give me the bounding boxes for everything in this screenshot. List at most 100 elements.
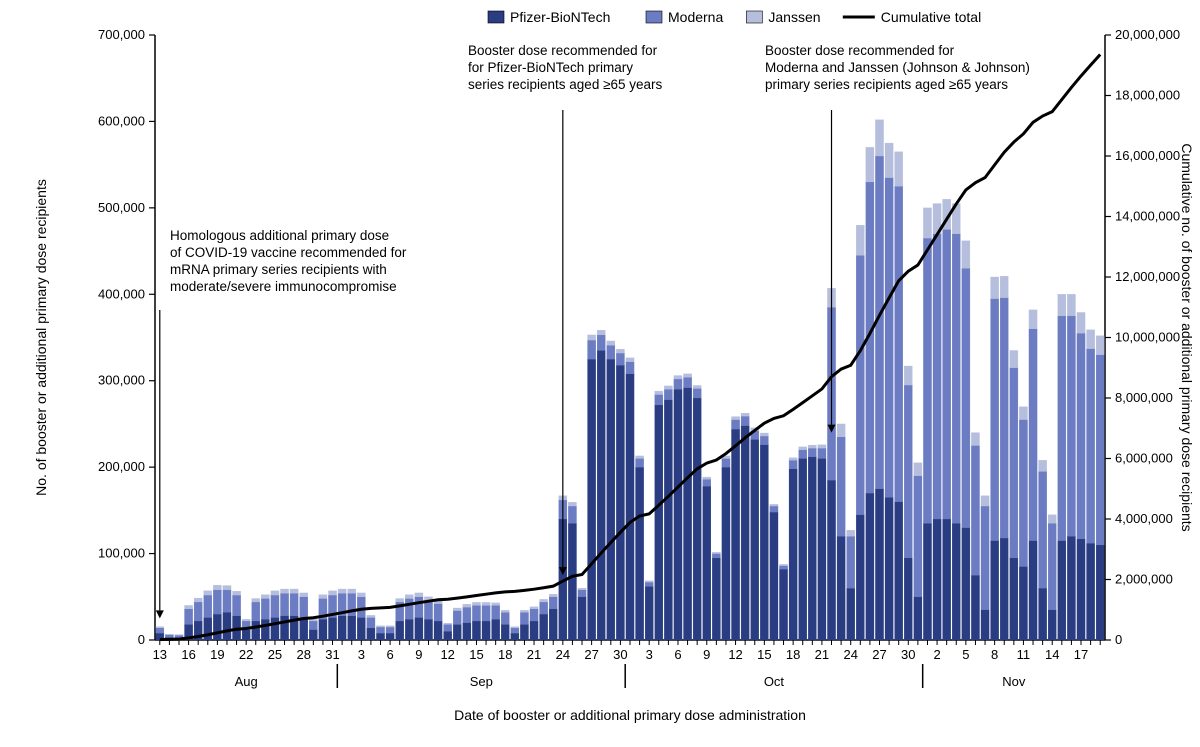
bar-pfizer [376,633,384,640]
bar-janssen [482,602,490,605]
y-right-tick-label: 8,000,000 [1115,390,1173,405]
bar-pfizer [655,405,663,640]
bar-moderna [511,628,519,633]
bar-janssen [1087,330,1095,349]
y-right-tick-label: 18,000,000 [1115,88,1180,103]
bar-moderna [991,299,999,541]
bar-moderna [213,590,221,614]
bar-pfizer [674,389,682,640]
bar-moderna [280,593,288,615]
bar-pfizer [693,398,701,640]
bar-moderna [156,628,164,633]
bar-moderna [578,590,586,597]
bar-janssen [185,605,193,608]
bar-moderna [1029,329,1037,541]
bar-janssen [1029,310,1037,329]
bar-moderna [453,611,461,625]
bar-janssen [328,591,336,595]
bar-pfizer [280,616,288,640]
bar-janssen [232,591,240,595]
bar-janssen [789,458,797,461]
x-tick-label: 18 [786,647,800,662]
y-right-tick-label: 16,000,000 [1115,148,1180,163]
bar-janssen [1067,294,1075,316]
bar-moderna [703,479,711,486]
chart-container: 0100,000200,000300,000400,000500,000600,… [0,0,1200,747]
bar-pfizer [626,374,634,640]
bar-janssen [645,581,653,582]
annotation-text: series recipients aged ≥65 years [468,77,663,92]
bar-moderna [597,335,605,351]
bar-janssen [779,564,787,565]
bar-janssen [885,143,893,178]
annotation-text: Homologous additional primary dose [170,228,389,243]
x-tick-label: 21 [527,647,541,662]
bar-pfizer [1019,567,1027,640]
bar-pfizer [261,619,269,640]
bar-pfizer [895,502,903,640]
bar-pfizer [463,623,471,640]
legend-label: Pfizer-BioNTech [510,9,610,25]
legend-swatch [488,11,504,23]
bar-pfizer [943,519,951,640]
bar-moderna [386,627,394,633]
x-tick-label: 6 [386,647,393,662]
bar-pfizer [492,619,500,640]
bar-moderna [376,627,384,633]
bar-pfizer [847,588,855,640]
x-tick-label: 12 [440,647,454,662]
x-tick-label: 25 [268,647,282,662]
bar-moderna [808,448,816,457]
bar-janssen [856,225,864,255]
bar-moderna [664,389,672,399]
bar-pfizer [722,467,730,640]
bar-pfizer [578,597,586,640]
y-right-tick-label: 12,000,000 [1115,269,1180,284]
bar-pfizer [875,489,883,640]
bar-janssen [252,599,260,602]
bar-janssen [175,635,183,636]
bar-janssen [818,445,826,448]
bar-janssen [731,417,739,420]
bar-pfizer [319,619,327,640]
bar-janssen [261,595,269,599]
bar-moderna [770,506,778,512]
x-tick-label: 8 [991,647,998,662]
bar-janssen [530,607,538,609]
bar-pfizer [914,597,922,640]
bar-janssen [866,147,874,182]
bar-moderna [1077,333,1085,539]
bar-pfizer [520,624,528,640]
annotation-text: Moderna and Janssen (Johnson & Johnson) [765,60,1030,75]
bar-janssen [415,593,423,597]
bar-pfizer [1029,541,1037,640]
bar-moderna [185,609,193,625]
annotation-text: for Pfizer-BioNTech primary [468,60,633,75]
bar-pfizer [434,621,442,640]
bar-pfizer [904,558,912,640]
bar-janssen [348,589,356,593]
x-tick-label: 6 [674,647,681,662]
legend-swatch [646,11,662,23]
bar-pfizer [827,480,835,640]
bar-pfizer [328,618,336,640]
bar-janssen [309,619,317,621]
x-month-label: Nov [1002,674,1026,689]
bar-janssen [492,603,500,606]
bar-pfizer [1058,541,1066,640]
bar-pfizer [271,618,279,640]
bar-pfizer [415,618,423,640]
x-tick-label: 16 [181,647,195,662]
y-left-tick-label: 100,000 [98,546,145,561]
bar-janssen [204,591,212,595]
bar-moderna [885,178,893,498]
bar-pfizer [597,350,605,640]
bar-moderna [818,448,826,458]
bar-janssen [501,610,509,612]
bar-pfizer [357,618,365,640]
bar-janssen [693,385,701,388]
x-tick-label: 9 [415,647,422,662]
bar-moderna [616,353,624,365]
bar-janssen [540,599,548,602]
bar-pfizer [348,616,356,640]
